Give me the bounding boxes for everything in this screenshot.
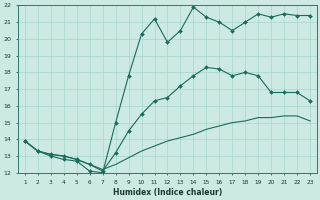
X-axis label: Humidex (Indice chaleur): Humidex (Indice chaleur) — [113, 188, 222, 197]
